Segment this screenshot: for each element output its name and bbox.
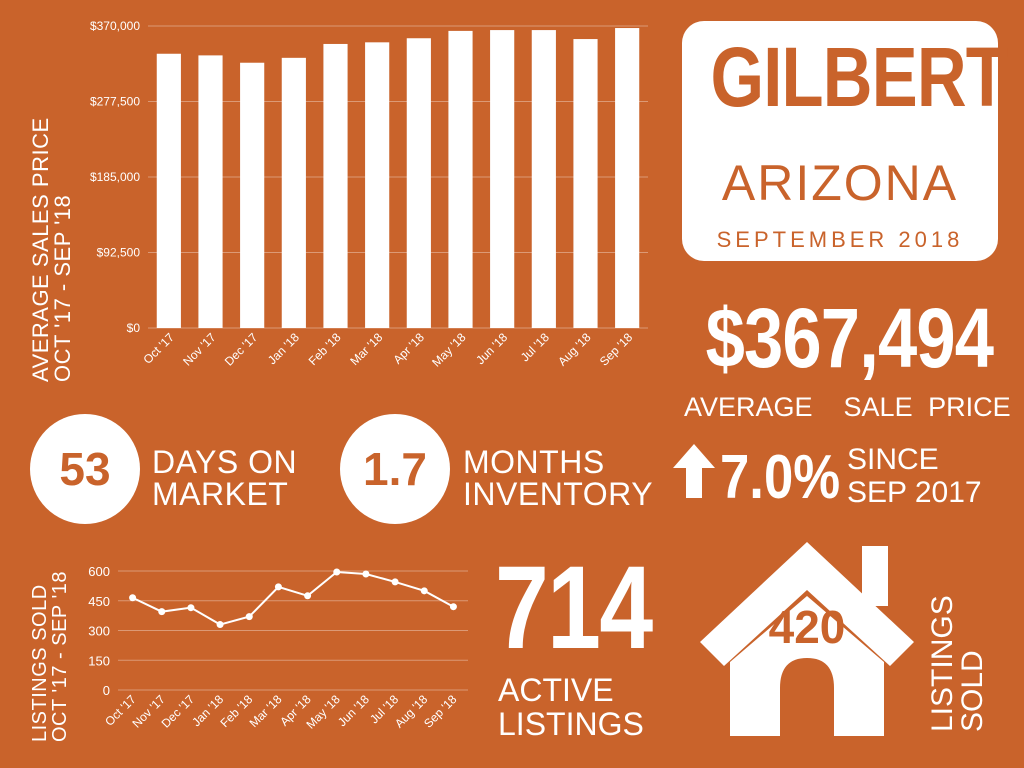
active-listings-value: 714 <box>495 542 653 674</box>
bar-chart-ylabel: AVERAGE SALES PRICE OCT '17 - SEP '18 <box>28 117 75 382</box>
bar-chart-bar <box>531 30 556 328</box>
line-chart-xtick-label: Mar '18 <box>247 692 285 730</box>
bar-chart-xtick-label: Sep '18 <box>597 330 636 369</box>
line-chart-series-line <box>132 570 454 626</box>
bar-chart-xtick-label: Apr '18 <box>390 330 427 367</box>
growth-label: SINCE SEP 2017 <box>847 443 982 509</box>
line-chart-point <box>274 583 282 591</box>
bar-chart-bar <box>365 42 390 328</box>
bar-chart-xtick-label: Mar '18 <box>347 330 385 368</box>
line-chart-xtick-label: Dec '17 <box>159 692 198 731</box>
line-chart-point <box>420 587 428 595</box>
active-listings-label: ACTIVE LISTINGS <box>498 672 644 742</box>
bar-chart-xtick-label: Aug '18 <box>555 330 594 369</box>
line-chart-point <box>129 594 137 602</box>
bar-chart-ytick-label: $185,000 <box>90 170 140 184</box>
bar-chart-xtick-label: Jan '18 <box>265 330 302 367</box>
bar-chart-bar <box>281 57 306 329</box>
line-chart-point <box>391 578 399 586</box>
title-card: GILBERT ARIZONA SEPTEMBER 2018 <box>682 21 1008 261</box>
listings-sold-label: LISTINGS SOLD <box>926 595 989 732</box>
bar-chart-ytick-label: $277,500 <box>90 95 140 109</box>
bar-chart-xtick-label: Oct '17 <box>140 330 177 367</box>
months-inventory-badge: 1.7 <box>340 414 450 524</box>
bar-chart-xtick-label: May '18 <box>429 330 469 370</box>
line-chart-ylabel: LISTINGS SOLD OCT '17 - SEP '18 <box>29 570 71 742</box>
arrow-up-icon <box>673 444 715 498</box>
bar-chart-ytick-label: $92,500 <box>97 246 141 260</box>
days-on-market-badge: 53 <box>30 414 140 524</box>
line-chart-ytick-label: 300 <box>88 624 110 639</box>
bar-chart-xtick-label: Jul '18 <box>518 330 552 364</box>
line-chart-ytick-label: 150 <box>88 653 110 668</box>
bar-chart-ytick-label: $0 <box>127 321 141 335</box>
days-on-market-value: 53 <box>59 443 111 495</box>
house-icon <box>700 542 914 736</box>
line-chart-point <box>449 603 457 611</box>
state-title: ARIZONA <box>721 155 959 211</box>
bar-chart-bar <box>156 53 181 329</box>
line-chart-ytick-label: 0 <box>103 683 110 698</box>
bar-chart-bar <box>240 62 265 328</box>
line-chart-point <box>304 592 312 600</box>
bar-chart-bar <box>198 55 223 328</box>
bar-chart-bar <box>323 43 348 328</box>
line-chart-point <box>245 613 253 621</box>
bar-chart-xtick-label: Feb '18 <box>306 330 344 368</box>
listings-sold-value: 420 <box>768 601 846 653</box>
bar-chart-bar <box>615 28 640 328</box>
line-chart-point <box>362 570 370 578</box>
bar-chart-xtick-label: Nov '17 <box>180 330 219 369</box>
line-chart-ytick-label: 450 <box>88 594 110 609</box>
days-on-market-label: DAYS ON MARKET <box>152 444 298 512</box>
average-sales-price-bar-chart: $0 $92,500 $185,000 $277,500 $370,000 Oct '17… <box>90 19 648 370</box>
line-chart-xtick-label: Sep '18 <box>421 692 460 731</box>
bar-chart-bar <box>490 30 515 328</box>
line-chart-point <box>158 608 166 616</box>
city-title: GILBERT <box>710 30 1007 124</box>
line-chart-point <box>216 621 224 629</box>
line-chart-point <box>333 568 341 576</box>
line-chart-point <box>187 604 195 612</box>
bar-chart-bar <box>448 30 473 328</box>
months-inventory-value: 1.7 <box>363 443 427 495</box>
average-price-caption: AVERAGE SALE PRICE <box>684 392 1011 422</box>
bar-chart-xtick-label: Dec '17 <box>222 330 261 369</box>
average-price-value: $367,494 <box>705 291 994 385</box>
bar-chart-bar <box>573 39 598 329</box>
bar-chart-xtick-label: Jun '18 <box>473 330 510 367</box>
months-inventory-label: MONTHS INVENTORY <box>463 444 654 512</box>
report-period: SEPTEMBER 2018 <box>716 227 964 252</box>
bar-chart-bar <box>406 38 431 329</box>
bar-chart-ytick-label: $370,000 <box>90 19 140 33</box>
line-chart-ytick-label: 600 <box>88 564 110 579</box>
line-chart-xtick-label: Jun '18 <box>335 692 372 729</box>
growth-value: 7.0% <box>720 443 841 512</box>
